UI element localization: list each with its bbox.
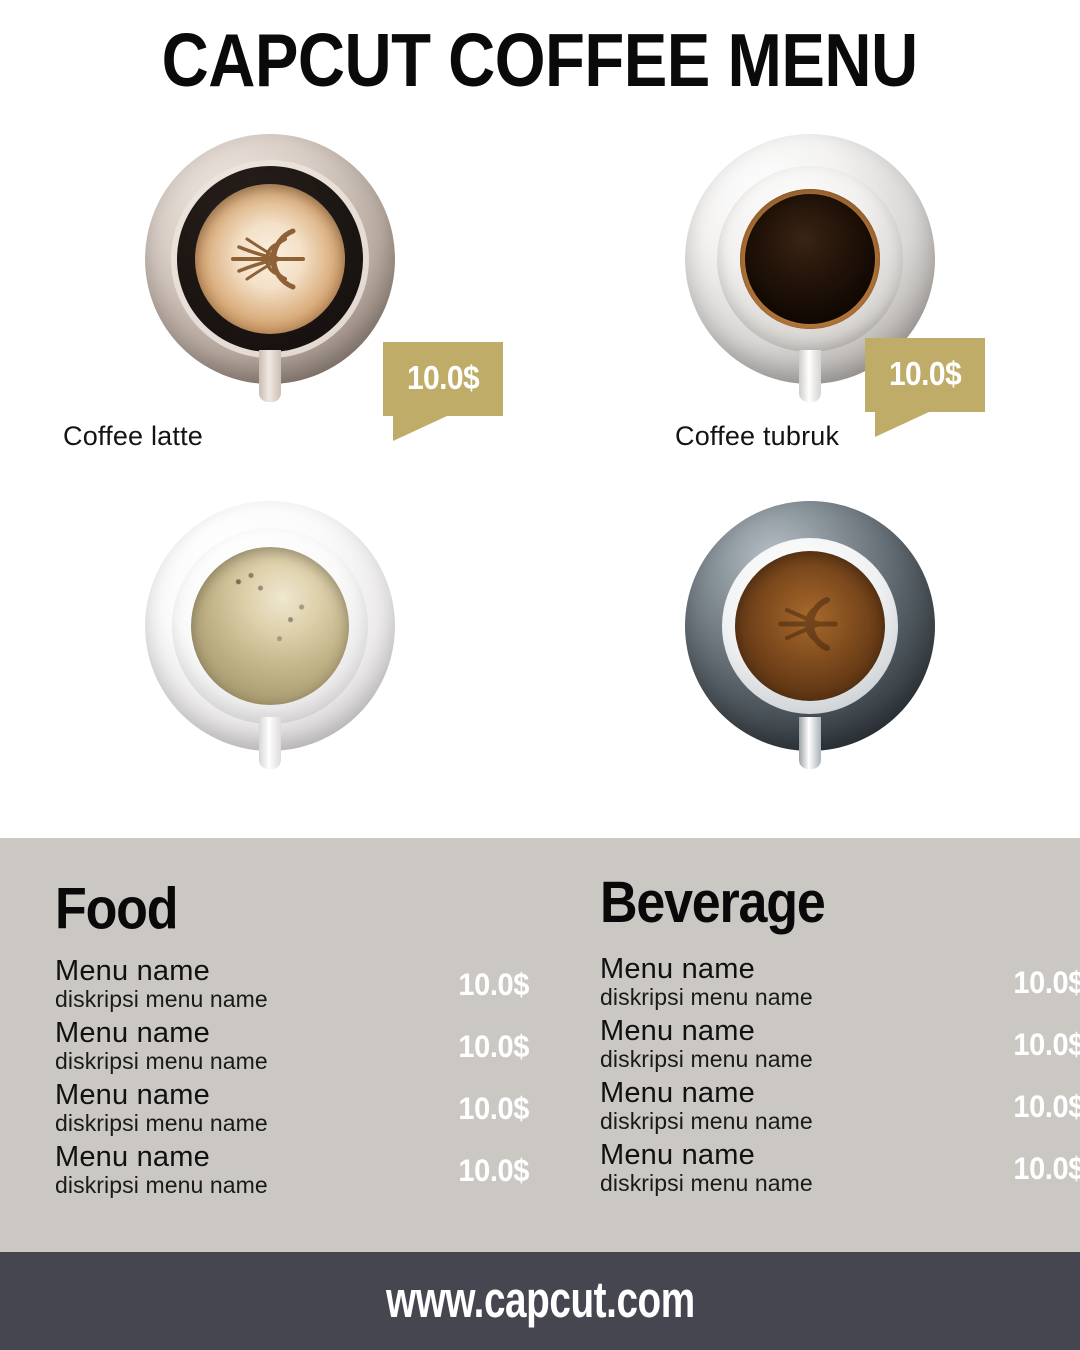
list-item[interactable]: Menu name diskripsi menu name 10.0$ [600, 1014, 1080, 1076]
item-description: diskripsi menu name [55, 985, 268, 1012]
item-text-group: Menu name diskripsi menu name [55, 1016, 268, 1076]
item-price: 10.0$ [1013, 1026, 1080, 1063]
item-name: Menu name [55, 1016, 210, 1049]
coffee-cup-machiato-icon [145, 501, 395, 769]
product-name-coffee-latte: Coffee latte [63, 421, 203, 451]
cup-handle-shape [799, 717, 821, 769]
product-card-coffee-tubruk[interactable]: 10.0$ Coffee tubruk [540, 120, 1080, 479]
item-text-group: Menu name diskripsi menu name [600, 952, 813, 1012]
coffee-cup-black-icon [685, 134, 935, 402]
footer-bar: www.capcut.com [0, 1252, 1080, 1350]
website-url[interactable]: www.capcut.com [385, 1272, 695, 1329]
item-text-group: Menu name diskripsi menu name [600, 1138, 813, 1198]
item-price: 10.0$ [458, 1090, 529, 1127]
list-item[interactable]: Menu name diskripsi menu name 10.0$ [55, 1078, 545, 1140]
product-name-coffee-tubruk: Coffee tubruk [675, 421, 840, 451]
price-value: 10.0$ [888, 356, 962, 393]
item-name: Menu name [55, 1140, 210, 1173]
item-name: Menu name [600, 952, 755, 985]
product-grid: 10.0$ Coffee latte 10.0$ Coffee tubruk 1… [0, 120, 1080, 1171]
price-tag-coffee-latte[interactable]: 10.0$ [383, 342, 503, 441]
item-description: diskripsi menu name [600, 1107, 813, 1134]
cup-handle-shape [799, 350, 821, 402]
foam-bubbles-shape [191, 547, 349, 705]
item-description: diskripsi menu name [600, 983, 813, 1010]
beverage-column: Beverage Menu name diskripsi menu name 1… [600, 838, 1080, 1200]
item-price: 10.0$ [458, 966, 529, 1003]
cup-handle-shape [259, 717, 281, 769]
item-text-group: Menu name diskripsi menu name [55, 954, 268, 1014]
product-card-coffee-coklat[interactable]: 10.0$ Coffee coklat [540, 479, 1080, 1171]
item-text-group: Menu name diskripsi menu name [55, 1140, 268, 1200]
cup-handle-shape [259, 350, 281, 402]
coffee-surface-shape [740, 189, 880, 329]
item-name: Menu name [600, 1138, 755, 1171]
cocoa-dust-art-icon [778, 597, 838, 651]
item-name: Menu name [55, 954, 210, 987]
page-header: CAPCUT COFFEE MENU [0, 0, 1080, 120]
food-item-list: Menu name diskripsi menu name 10.0$ Menu… [55, 954, 545, 1202]
item-description: diskripsi menu name [55, 1109, 268, 1136]
item-price: 10.0$ [1013, 964, 1080, 1001]
item-description: diskripsi menu name [55, 1171, 268, 1198]
item-description: diskripsi menu name [600, 1169, 813, 1196]
item-text-group: Menu name diskripsi menu name [55, 1078, 268, 1138]
coffee-surface-shape [735, 551, 885, 701]
coffee-cup-chocolate-icon [685, 501, 935, 769]
list-item[interactable]: Menu name diskripsi menu name 10.0$ [600, 1076, 1080, 1138]
product-card-coffee-latte[interactable]: 10.0$ Coffee latte [0, 120, 540, 479]
food-heading: Food [55, 877, 178, 943]
list-item[interactable]: Menu name diskripsi menu name 10.0$ [600, 952, 1080, 1014]
list-item[interactable]: Menu name diskripsi menu name 10.0$ [55, 1140, 545, 1202]
item-text-group: Menu name diskripsi menu name [600, 1076, 813, 1136]
page-title: CAPCUT COFFEE MENU [161, 17, 919, 103]
price-tag-coffee-tubruk[interactable]: 10.0$ [865, 338, 985, 437]
item-name: Menu name [600, 1076, 755, 1109]
price-value: 10.0$ [406, 360, 480, 397]
coffee-cup-latte-icon [145, 134, 395, 402]
product-card-coffee-machiato[interactable]: 10.0$ Coffee machiato [0, 479, 540, 1171]
item-price: 10.0$ [1013, 1088, 1080, 1125]
item-price: 10.0$ [458, 1152, 529, 1189]
item-description: diskripsi menu name [55, 1047, 268, 1074]
beverage-heading: Beverage [600, 870, 826, 936]
list-item[interactable]: Menu name diskripsi menu name 10.0$ [55, 1016, 545, 1078]
item-text-group: Menu name diskripsi menu name [600, 1014, 813, 1074]
food-column: Food Menu name diskripsi menu name 10.0$… [55, 838, 545, 1202]
item-price: 10.0$ [458, 1028, 529, 1065]
item-description: diskripsi menu name [600, 1045, 813, 1072]
list-item[interactable]: Menu name diskripsi menu name 10.0$ [600, 1138, 1080, 1200]
item-name: Menu name [55, 1078, 210, 1111]
beverage-item-list: Menu name diskripsi menu name 10.0$ Menu… [600, 952, 1080, 1200]
item-name: Menu name [600, 1014, 755, 1047]
item-price: 10.0$ [1013, 1150, 1080, 1187]
latte-art-rosetta-icon [231, 228, 305, 290]
list-item[interactable]: Menu name diskripsi menu name 10.0$ [55, 954, 545, 1016]
menu-lists-section: Food Menu name diskripsi menu name 10.0$… [0, 838, 1080, 1252]
